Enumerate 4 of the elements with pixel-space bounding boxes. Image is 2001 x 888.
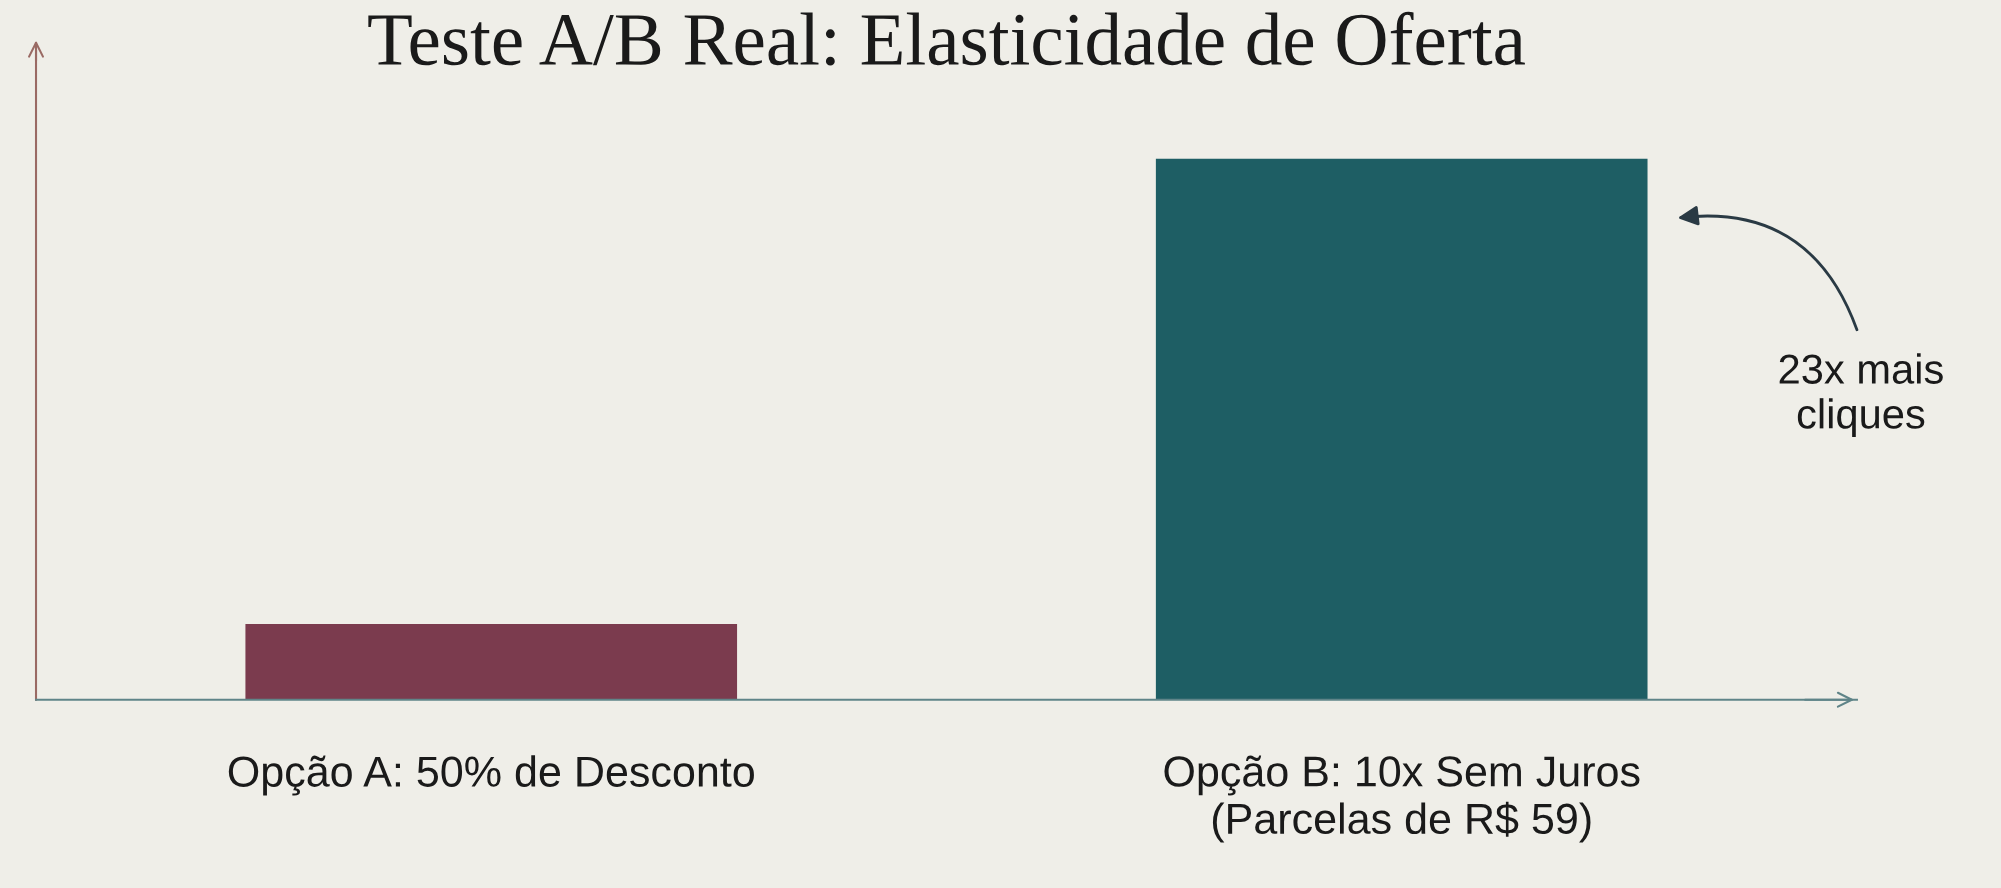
x-tick-label: Opção B: 10x Sem Juros (Parcelas de R$ 59) xyxy=(1164,755,1640,843)
x-tick-label: Opção A: 50% de Desconto xyxy=(228,755,754,796)
annotation: 23x mais cliques xyxy=(1779,353,1943,438)
chart-title: Teste A/B Real: Elasticidade de Oferta xyxy=(368,11,1525,66)
